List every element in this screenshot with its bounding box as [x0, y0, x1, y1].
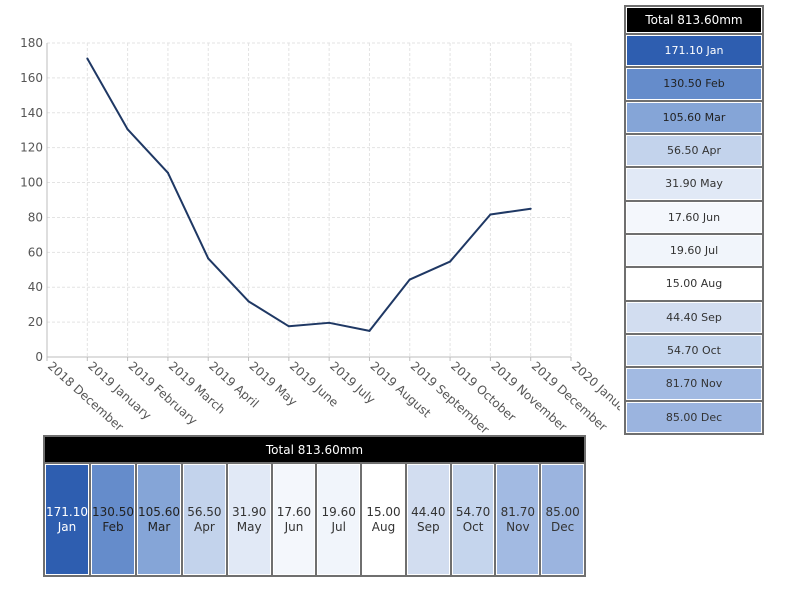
- month-label: Dec: [551, 519, 575, 534]
- bottom-month-cell: 171.10 Jan: [45, 464, 89, 575]
- month-label: Aug: [371, 519, 396, 534]
- bottom-month-cell: 31.90 May: [227, 464, 271, 575]
- y-tick-label: 0: [35, 350, 43, 364]
- data-point: [166, 171, 169, 174]
- side-month-cell: 130.50 Feb: [626, 68, 762, 100]
- rainfall-line-chart: 0 20 40 60 80 100 120 140 160 180 2018 December20…: [20, 36, 620, 435]
- y-tick-label: 120: [20, 141, 43, 155]
- month-label: Oct: [462, 519, 484, 534]
- y-tick-label: 180: [20, 36, 43, 50]
- month-value: 31.90: [231, 504, 267, 519]
- month-value: 81.70: [500, 504, 536, 519]
- bottom-month-row: 171.10 Jan 130.50 Feb 105.60 Mar 56.50 Apr 31.90…: [45, 464, 585, 575]
- y-axis-ticks: 0 20 40 60 80 100 120 140 160 180: [20, 36, 43, 364]
- y-tick-label: 40: [28, 280, 43, 294]
- bottom-month-cell: 130.50 Feb: [91, 464, 135, 575]
- bottom-summary-panel: Total 813.60mm 171.10 Jan 130.50 Feb 105.60 M…: [43, 435, 586, 577]
- side-month-cell: 19.60 Jul: [626, 234, 762, 267]
- bottom-month-cell: 105.60 Mar: [137, 464, 181, 575]
- y-tick-label: 140: [20, 106, 43, 120]
- side-month-cell: 56.50 Apr: [626, 134, 762, 167]
- month-label: Feb: [102, 519, 124, 534]
- month-value: 54.70: [455, 504, 491, 519]
- data-point: [328, 321, 331, 324]
- month-value: 105.60: [138, 504, 180, 519]
- data-point: [529, 207, 532, 210]
- month-label: Apr: [194, 519, 215, 534]
- month-label: May: [236, 519, 262, 534]
- bottom-total-header: Total 813.60mm: [45, 437, 584, 462]
- bottom-month-cell: 15.00 Aug: [362, 464, 405, 575]
- side-month-cell: 17.60 Jun: [626, 201, 762, 233]
- month-value: 130.50: [92, 504, 134, 519]
- y-tick-label: 80: [28, 210, 43, 224]
- bottom-month-cell: 54.70 Oct: [451, 464, 495, 575]
- chart-axes: [46, 43, 571, 358]
- month-label: Jul: [331, 519, 346, 534]
- month-value: 15.00: [366, 504, 401, 519]
- chart-series: [86, 57, 532, 332]
- side-month-cell: 15.00 Aug: [626, 268, 762, 300]
- side-month-cell: 85.00 Dec: [626, 401, 762, 433]
- month-label: Jan: [57, 519, 77, 534]
- data-point: [489, 213, 492, 216]
- bottom-month-cell: 85.00 Dec: [541, 464, 585, 575]
- bottom-month-cell: 17.60 Jun: [272, 464, 316, 575]
- bottom-month-cell: 56.50 Apr: [183, 464, 226, 575]
- side-summary-panel: Total 813.60mm 171.10 Jan 130.50 Feb 105.6…: [624, 5, 764, 435]
- month-value: 85.00: [545, 504, 580, 519]
- month-value: 19.60: [321, 504, 356, 519]
- y-tick-label: 160: [20, 71, 43, 85]
- chart-grid: [47, 42, 572, 357]
- month-label: Mar: [147, 519, 171, 534]
- month-label: Sep: [416, 519, 440, 534]
- bottom-month-cell: 81.70 Nov: [496, 464, 540, 575]
- month-label: Jun: [284, 519, 304, 534]
- month-value: 171.10: [46, 504, 88, 519]
- bottom-month-cell: 19.60 Jul: [317, 464, 361, 575]
- month-value: 17.60: [276, 504, 312, 519]
- side-month-cell: 81.70 Nov: [626, 368, 762, 400]
- side-total-header: Total 813.60mm: [626, 7, 762, 33]
- y-tick-label: 60: [28, 245, 43, 259]
- data-point: [287, 325, 290, 328]
- data-point: [247, 300, 250, 303]
- data-point: [408, 278, 411, 281]
- side-month-cell: 54.70 Oct: [626, 334, 762, 367]
- side-month-cell: 44.40 Sep: [626, 301, 762, 333]
- side-month-cell: 31.90 May: [626, 168, 762, 200]
- data-point: [207, 257, 210, 260]
- y-tick-label: 100: [20, 176, 43, 190]
- month-value: 44.40: [411, 504, 446, 519]
- month-label: Nov: [506, 519, 530, 534]
- side-month-cell: 171.10 Jan: [626, 35, 762, 67]
- x-tick-label: 2019 February: [126, 359, 200, 428]
- data-point: [126, 128, 129, 131]
- y-tick-label: 20: [28, 315, 43, 329]
- rainfall-series-line: [86, 58, 531, 332]
- bottom-month-cell: 44.40 Sep: [406, 464, 450, 575]
- data-point: [86, 57, 89, 60]
- month-value: 56.50: [187, 504, 222, 519]
- side-month-cell: 105.60 Mar: [626, 101, 762, 133]
- x-tick-label: 2018 December: [45, 359, 126, 434]
- data-point: [449, 260, 452, 263]
- data-point: [368, 329, 371, 332]
